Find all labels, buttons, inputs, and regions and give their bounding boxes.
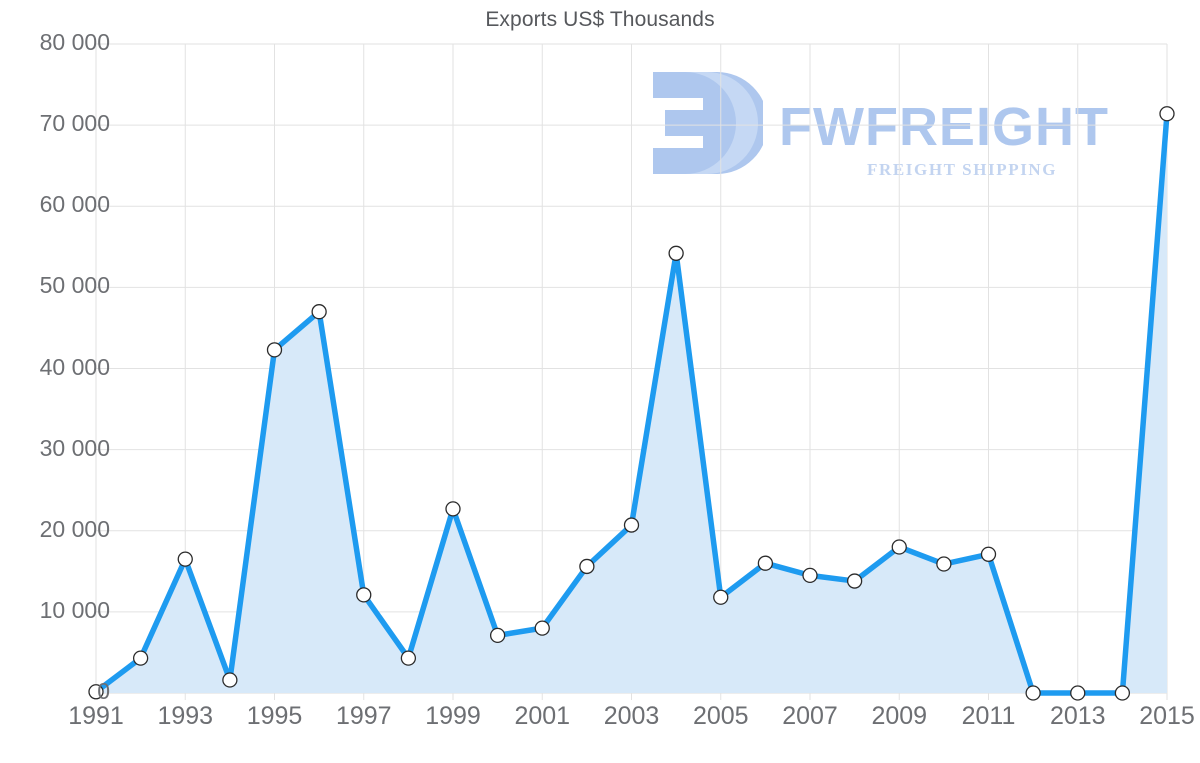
data-point-2010 — [936, 556, 952, 572]
data-point-2004 — [668, 245, 684, 261]
data-point-1998 — [400, 650, 417, 666]
data-point-2007 — [802, 567, 818, 584]
series-line-path — [93, 111, 1170, 696]
x-tick-label-1999: 1999 — [425, 702, 481, 730]
data-point-1997 — [356, 587, 372, 603]
y-tick-label-30000: 30 000 — [39, 434, 110, 461]
fwfreight-logo-icon — [653, 72, 763, 174]
data-point-2005 — [713, 589, 729, 605]
x-tick-label-2015: 2015 — [1139, 702, 1195, 730]
y-tick-label-0: 0 — [97, 678, 110, 704]
y-tick-label-80000: 80 000 — [39, 29, 110, 55]
data-point-2003 — [623, 517, 640, 533]
x-tick-label-2005: 2005 — [692, 702, 749, 730]
x-tick-label-2003: 2003 — [603, 702, 660, 730]
data-point-1994 — [222, 672, 238, 688]
data-point-2002 — [579, 558, 595, 575]
area-fill-path — [96, 113, 1167, 693]
data-point-2009 — [891, 539, 907, 555]
x-tick-label-2011: 2011 — [961, 702, 1016, 730]
data-point-1996 — [311, 304, 327, 320]
data-point-2014 — [1114, 685, 1131, 701]
y-tick-label-20000: 20 000 — [39, 515, 110, 542]
data-point-1992 — [132, 650, 149, 666]
data-point-2012 — [1025, 685, 1041, 701]
data-point-2006 — [757, 555, 774, 571]
data-point-1993 — [177, 551, 193, 567]
data-point-2008 — [846, 573, 863, 589]
data-point-2015 — [1159, 106, 1175, 122]
y-tick-label-60000: 60 000 — [39, 191, 110, 218]
data-point-1995 — [266, 342, 283, 358]
data-point-2011 — [980, 546, 997, 562]
y-tick-label-40000: 40 000 — [39, 353, 110, 380]
x-tick-label-2001: 2001 — [514, 702, 571, 730]
data-line — [93, 111, 1170, 696]
x-tick-label-1991: 1991 — [68, 702, 124, 730]
chart-title: Exports US$ Thousands — [485, 8, 715, 31]
grid-lines — [95, 43, 1168, 700]
data-point-2013 — [1070, 685, 1086, 701]
area-fill — [96, 113, 1167, 693]
x-tick-label-1995: 1995 — [246, 702, 303, 730]
y-tick-label-50000: 50 000 — [39, 272, 110, 299]
data-point-2000 — [489, 627, 506, 644]
x-tick-label-2009: 2009 — [871, 702, 928, 730]
x-tick-label-2007: 2007 — [782, 702, 838, 730]
x-tick-label-1993: 1993 — [157, 702, 214, 730]
x-tick-label-1997: 1997 — [335, 702, 392, 730]
y-tick-label-10000: 10 000 — [39, 596, 110, 623]
fwfreight-watermark: FWFREIGHT FREIGHT SHIPPING — [645, 62, 1145, 187]
data-point-1999 — [445, 501, 461, 517]
watermark-brand-name: FWFREIGHT — [779, 97, 1109, 157]
data-point-2001 — [534, 620, 550, 636]
y-tick-label-70000: 70 000 — [39, 110, 110, 137]
data-markers — [88, 106, 1175, 701]
x-tick-label-2013: 2013 — [1049, 702, 1106, 730]
watermark-tagline: FREIGHT SHIPPING — [867, 160, 1058, 179]
